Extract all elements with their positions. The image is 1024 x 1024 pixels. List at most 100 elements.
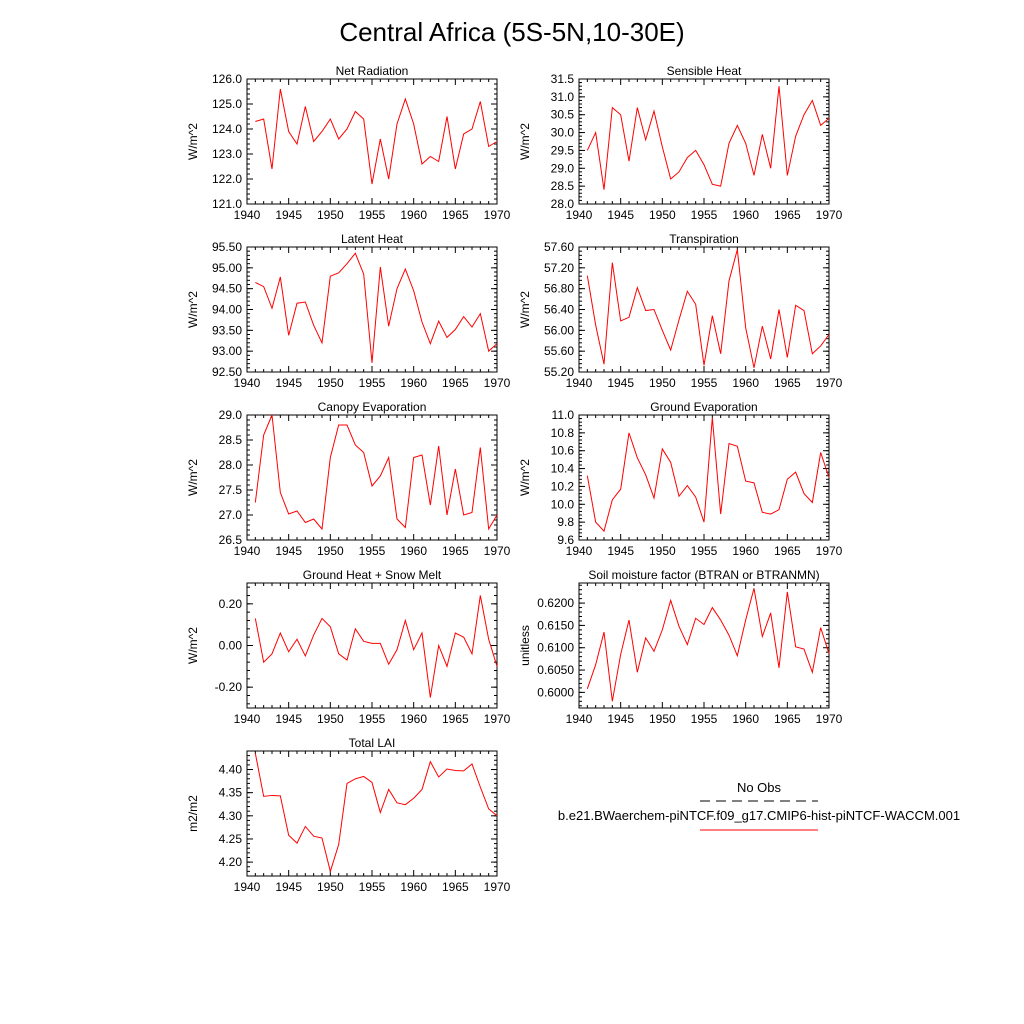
panel-title: Net Radiation xyxy=(336,64,409,78)
y-tick-label: 29.0 xyxy=(551,161,575,175)
x-tick-label: 1950 xyxy=(649,544,676,558)
plot-frame xyxy=(578,78,830,205)
x-tick-label: 1955 xyxy=(359,712,386,726)
x-tick-label: 1940 xyxy=(234,880,261,894)
x-tick-label: 1955 xyxy=(691,544,718,558)
x-tick-label: 1960 xyxy=(732,208,759,222)
legend: No Obs b.e21.BWaerchem-piNTCF.f09_g17.CM… xyxy=(558,780,960,831)
y-tick-label: 4.35 xyxy=(219,786,243,800)
x-tick-label: 1955 xyxy=(359,544,386,558)
x-tick-label: 1945 xyxy=(607,712,634,726)
y-tick-label: 4.40 xyxy=(219,763,243,777)
x-tick-label: 1940 xyxy=(566,544,593,558)
panel-total-lai: Total LAI m2/m2 1940 1945 1950 1955 1960 1965 19… xyxy=(186,736,511,894)
y-tick-label: 94.50 xyxy=(212,282,242,296)
x-tick-label: 1940 xyxy=(566,712,593,726)
plot-frame xyxy=(246,582,498,709)
y-tick-label: 27.5 xyxy=(219,483,243,497)
y-tick-label: 0.20 xyxy=(219,597,243,611)
y-tick-label: 30.5 xyxy=(551,108,575,122)
x-tick-label: 1945 xyxy=(275,544,302,558)
series-line xyxy=(586,86,830,190)
panel-transpiration: Transpiration W/m^2 1940 1945 1950 1955 1960 19… xyxy=(518,232,843,390)
y-tick-label: 55.60 xyxy=(544,344,574,358)
y-tick-label: 28.5 xyxy=(219,433,243,447)
x-tick-label: 1945 xyxy=(607,544,634,558)
y-tick-label: 0.6050 xyxy=(537,663,574,677)
x-tick-label: 1965 xyxy=(774,208,801,222)
y-axis-label: W/m^2 xyxy=(186,627,200,664)
plot-frame xyxy=(246,78,498,205)
x-tick-label: 1950 xyxy=(317,712,344,726)
x-tick-label: 1970 xyxy=(484,208,511,222)
x-tick-label: 1945 xyxy=(607,208,634,222)
x-tick-label: 1970 xyxy=(484,712,511,726)
panel-title: Ground Heat + Snow Melt xyxy=(303,568,442,582)
x-tick-label: 1945 xyxy=(607,376,634,390)
legend-model-label: b.e21.BWaerchem-piNTCF.f09_g17.CMIP6-his… xyxy=(558,808,960,823)
y-tick-label: 31.0 xyxy=(551,90,575,104)
panel-ground-evaporation: Ground Evaporation W/m^2 1940 1945 1950 1955 1… xyxy=(518,400,843,558)
figure-title: Central Africa (5S-5N,10-30E) xyxy=(339,17,684,47)
y-tick-label: 4.30 xyxy=(219,809,243,823)
series-line xyxy=(586,588,830,702)
y-tick-label: 56.80 xyxy=(544,282,574,296)
series-line xyxy=(254,595,498,698)
series-line xyxy=(586,417,830,533)
x-tick-label: 1960 xyxy=(732,376,759,390)
x-tick-label: 1955 xyxy=(359,376,386,390)
x-tick-label: 1965 xyxy=(442,712,469,726)
y-tick-label: 29.5 xyxy=(551,143,575,157)
panel-title: Total LAI xyxy=(349,736,396,750)
x-tick-label: 1970 xyxy=(484,376,511,390)
y-tick-label: 55.20 xyxy=(544,365,574,379)
panel-canopy-evaporation: Canopy Evaporation W/m^2 1940 1945 1950 1955 1… xyxy=(186,400,511,558)
x-tick-label: 1950 xyxy=(649,712,676,726)
y-tick-label: 126.0 xyxy=(212,72,242,86)
y-tick-label: 122.0 xyxy=(212,172,242,186)
y-tick-label: 9.8 xyxy=(557,515,574,529)
series-line xyxy=(254,414,498,531)
y-tick-label: 124.0 xyxy=(212,122,242,136)
y-axis-label: W/m^2 xyxy=(186,291,200,328)
series-line xyxy=(254,753,498,874)
x-tick-label: 1940 xyxy=(234,376,261,390)
y-tick-label: 0.6000 xyxy=(537,685,574,699)
x-tick-label: 1950 xyxy=(317,544,344,558)
panel-title: Sensible Heat xyxy=(667,64,742,78)
x-tick-label: 1955 xyxy=(359,208,386,222)
x-tick-label: 1950 xyxy=(317,208,344,222)
y-tick-label: 4.25 xyxy=(219,832,243,846)
panel-title: Soil moisture factor (BTRAN or BTRANMN) xyxy=(588,568,819,582)
y-tick-label: 31.5 xyxy=(551,72,575,86)
y-tick-label: 10.0 xyxy=(551,497,575,511)
y-tick-label: 10.6 xyxy=(551,444,575,458)
panels: Net Radiation W/m^2 1940 1945 1950 1955 1960 19… xyxy=(186,64,843,894)
y-axis-label: W/m^2 xyxy=(518,123,532,160)
x-tick-label: 1970 xyxy=(484,544,511,558)
x-tick-label: 1955 xyxy=(359,880,386,894)
y-tick-label: 57.60 xyxy=(544,240,574,254)
panel-title: Ground Evaporation xyxy=(650,400,757,414)
y-tick-label: 10.4 xyxy=(551,462,575,476)
y-tick-label: 57.20 xyxy=(544,261,574,275)
y-tick-label: 28.5 xyxy=(551,179,575,193)
x-tick-label: 1945 xyxy=(275,208,302,222)
y-tick-label: 121.0 xyxy=(212,197,242,211)
y-tick-label: 125.0 xyxy=(212,97,242,111)
panel-latent-heat: Latent Heat W/m^2 1940 1945 1950 1955 1960 1965… xyxy=(186,232,511,390)
y-tick-label: 93.50 xyxy=(212,323,242,337)
x-tick-label: 1970 xyxy=(816,712,843,726)
y-tick-label: 94.00 xyxy=(212,303,242,317)
panel-ground-heat-snow-melt: Ground Heat + Snow Melt W/m^2 1940 1945 1950… xyxy=(186,568,511,726)
y-tick-label: 26.5 xyxy=(219,533,243,547)
x-tick-label: 1965 xyxy=(774,376,801,390)
panel-sensible-heat: Sensible Heat W/m^2 1940 1945 1950 1955 1960 19… xyxy=(518,64,843,222)
x-tick-label: 1950 xyxy=(317,376,344,390)
plot-frame xyxy=(578,582,830,709)
y-axis-label: unitless xyxy=(518,625,532,666)
x-tick-label: 1960 xyxy=(400,880,427,894)
series-line xyxy=(586,249,830,368)
y-tick-label: 0.6150 xyxy=(537,618,574,632)
x-tick-label: 1950 xyxy=(649,208,676,222)
